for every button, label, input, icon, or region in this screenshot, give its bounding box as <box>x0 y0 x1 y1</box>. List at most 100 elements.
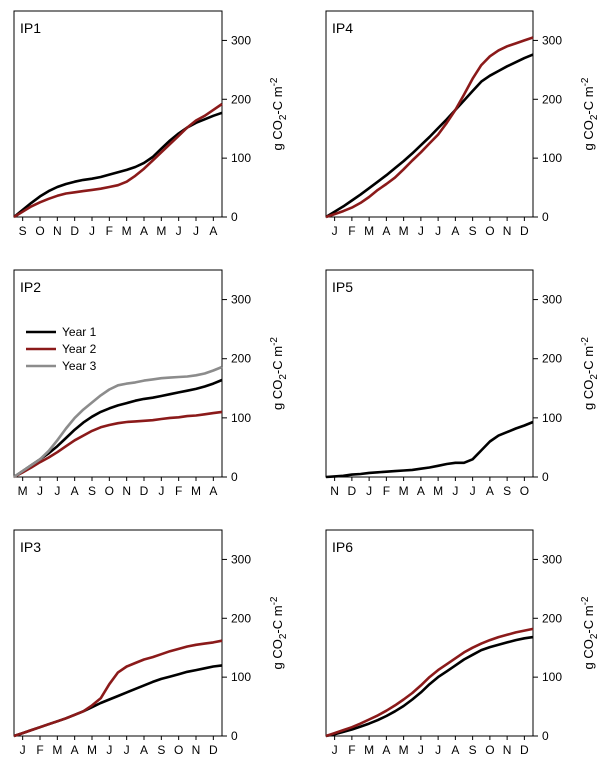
series-line-2 <box>13 102 223 219</box>
x-tick-label: M <box>191 484 201 498</box>
x-tick-label: N <box>503 224 512 238</box>
y-tick-label: 300 <box>231 293 251 307</box>
x-tick-label: A <box>451 224 459 238</box>
x-tick-label: M <box>364 743 374 757</box>
x-tick-label: M <box>156 224 166 238</box>
x-tick-label: D <box>520 743 529 757</box>
y-tick-label: 0 <box>542 470 549 484</box>
x-tick-label: J <box>20 743 26 757</box>
panel-title: IP4 <box>332 20 353 36</box>
x-tick-label: J <box>332 224 338 238</box>
y-tick-label: 100 <box>231 670 251 684</box>
x-tick-label: S <box>88 484 96 498</box>
x-tick-label: N <box>503 743 512 757</box>
x-tick-label: A <box>140 743 148 757</box>
y-tick-label: 200 <box>542 352 562 366</box>
panel-title: IP3 <box>20 539 41 555</box>
x-tick-label: D <box>209 743 218 757</box>
y-axis-label: g CO2-C m-2 <box>269 596 289 669</box>
y-tick-label: 200 <box>542 92 562 106</box>
x-tick-label: J <box>158 484 164 498</box>
x-tick-label: O <box>485 743 494 757</box>
x-tick-label: M <box>433 484 443 498</box>
x-tick-label: A <box>382 743 390 757</box>
x-tick-label: A <box>382 224 390 238</box>
x-tick-label: S <box>469 224 477 238</box>
panel-title: IP2 <box>20 279 41 295</box>
x-tick-label: S <box>503 484 511 498</box>
y-axis-label: g CO2-C m-2 <box>269 77 289 150</box>
x-tick-label: N <box>53 224 62 238</box>
x-tick-label: O <box>35 224 44 238</box>
y-tick-label: 100 <box>231 411 251 425</box>
x-tick-label: A <box>209 224 217 238</box>
x-tick-label: M <box>399 743 409 757</box>
plot-frame <box>13 529 223 737</box>
legend-label: Year 1 <box>62 325 97 339</box>
x-tick-label: J <box>54 484 60 498</box>
x-tick-label: J <box>366 484 372 498</box>
y-axis-label: g CO2-C m-2 <box>580 337 600 410</box>
series-line-3 <box>13 365 223 479</box>
y-tick-label: 300 <box>231 552 251 566</box>
y-tick-label: 0 <box>231 470 238 484</box>
y-tick-label: 100 <box>542 670 562 684</box>
series-line-2 <box>13 639 223 738</box>
x-tick-label: A <box>71 484 79 498</box>
y-tick-label: 200 <box>231 92 251 106</box>
y-axis-label: g CO2-C m-2 <box>580 596 600 669</box>
x-tick-label: O <box>485 224 494 238</box>
y-tick-label: 100 <box>231 151 251 165</box>
x-tick-label: J <box>176 224 182 238</box>
y-tick-label: 200 <box>231 611 251 625</box>
x-tick-label: A <box>71 743 79 757</box>
x-tick-label: J <box>106 743 112 757</box>
x-tick-label: A <box>140 224 148 238</box>
plot-frame <box>325 529 534 737</box>
x-tick-label: M <box>52 743 62 757</box>
plot-frame <box>325 269 534 478</box>
x-tick-label: F <box>348 743 355 757</box>
x-tick-label: J <box>418 743 424 757</box>
x-tick-label: M <box>18 484 28 498</box>
plot-frame <box>13 269 223 478</box>
x-tick-label: M <box>399 484 409 498</box>
y-tick-label: 300 <box>542 552 562 566</box>
x-tick-label: J <box>470 484 476 498</box>
series-line-2 <box>325 36 534 219</box>
x-tick-label: A <box>486 484 494 498</box>
series-line-1 <box>325 420 534 479</box>
x-tick-label: M <box>122 224 132 238</box>
y-tick-label: 300 <box>542 293 562 307</box>
legend: Year 1 Year 2 Year 3 <box>26 325 97 373</box>
legend-label: Year 2 <box>62 342 97 356</box>
x-tick-label: F <box>175 484 182 498</box>
x-tick-label: J <box>124 743 130 757</box>
x-tick-label: J <box>418 224 424 238</box>
y-tick-label: 100 <box>542 411 562 425</box>
x-tick-label: M <box>364 224 374 238</box>
y-tick-label: 0 <box>231 210 238 224</box>
series-line-2 <box>325 627 534 738</box>
x-tick-label: N <box>330 484 339 498</box>
x-tick-label: S <box>19 224 27 238</box>
series-line-1 <box>325 53 534 219</box>
x-tick-label: F <box>383 484 390 498</box>
series-line-1 <box>13 378 223 479</box>
x-tick-label: A <box>451 743 459 757</box>
y-tick-label: 300 <box>542 33 562 47</box>
x-tick-label: F <box>106 224 113 238</box>
y-tick-label: 200 <box>542 611 562 625</box>
panel-title: IP1 <box>20 20 41 36</box>
x-tick-label: M <box>87 743 97 757</box>
x-tick-label: J <box>37 484 43 498</box>
x-tick-label: O <box>105 484 114 498</box>
x-tick-label: J <box>332 743 338 757</box>
x-tick-label: J <box>452 484 458 498</box>
x-tick-label: N <box>192 743 201 757</box>
x-tick-label: O <box>520 484 529 498</box>
x-tick-label: D <box>70 224 79 238</box>
y-tick-label: 0 <box>542 729 549 743</box>
